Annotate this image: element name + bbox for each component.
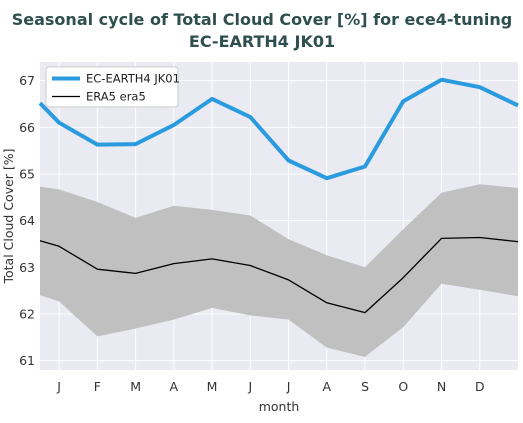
- x-tick-label: J: [286, 379, 291, 394]
- legend: EC-EARTH4 JK01 ERA5 era5: [45, 66, 180, 108]
- series-line-era5: [39, 236, 519, 314]
- x-tick-label: A: [323, 379, 332, 394]
- y-tick-label: 65: [19, 167, 35, 182]
- series-layer: [38, 77, 519, 314]
- y-tick-label: 64: [19, 213, 35, 228]
- legend-label-ec-earth: EC-EARTH4 JK01: [86, 72, 180, 86]
- x-tick-label: S: [361, 379, 369, 394]
- x-tick-label: J: [56, 379, 61, 394]
- x-tick-label: M: [207, 379, 218, 394]
- x-tick-label: N: [437, 379, 446, 394]
- y-axis-label: Total Cloud Cover [%]: [1, 148, 16, 284]
- chart-title-line2: EC-EARTH4 JK01: [189, 32, 335, 51]
- y-tick-labels: 61 62 63 64 65 66 67: [19, 73, 35, 368]
- x-tick-label: J: [247, 379, 252, 394]
- x-tick-label: A: [170, 379, 179, 394]
- band-layer: [40, 184, 518, 357]
- y-tick-label: 62: [19, 307, 35, 322]
- y-tick-label: 61: [19, 353, 35, 368]
- legend-label-era5: ERA5 era5: [86, 90, 146, 104]
- x-tick-label: F: [94, 379, 101, 394]
- x-tick-label: D: [475, 379, 485, 394]
- y-tick-label: 66: [19, 120, 35, 135]
- x-tick-label: O: [398, 379, 408, 394]
- chart-title-line1: Seasonal cycle of Total Cloud Cover [%] …: [12, 10, 513, 29]
- era5-range-band: [40, 184, 518, 357]
- x-tick-label: M: [130, 379, 141, 394]
- y-tick-label: 63: [19, 260, 35, 275]
- x-axis-label: month: [259, 399, 300, 414]
- series-line-ec-earth4-jk01: [38, 77, 519, 181]
- y-tick-label: 67: [19, 73, 35, 88]
